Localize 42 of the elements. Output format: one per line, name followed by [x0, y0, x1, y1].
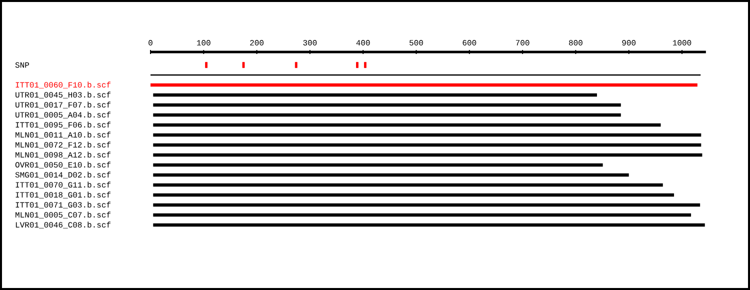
y-tick-label: SNP [15, 62, 30, 68]
x-tick-label: 400 [356, 40, 370, 46]
x-tick-label: 1000 [672, 40, 692, 46]
bar [150, 83, 698, 87]
x-tick-label: 300 [303, 40, 317, 46]
bar [153, 93, 597, 97]
y-tick-label: UTR01_0005_A04.b.scf [16, 112, 111, 118]
bar [153, 183, 663, 187]
x-tick-label: 800 [569, 40, 582, 46]
x-tick-label: 900 [622, 40, 636, 46]
bar [153, 163, 603, 167]
y-tick-label: MLN01_0098_A12.b.scf [16, 152, 111, 158]
bar [153, 203, 700, 207]
y-tick-label: ITT01_0018_G01.b.scf [16, 192, 111, 198]
y-tick-label: ITT01_0071_G03.b.scf [16, 202, 111, 208]
y-tick-label: OVR01_0050_E10.b.scf [15, 162, 111, 168]
x-tick-label: 200 [250, 40, 264, 46]
y-tick-label: SMG01_0014_D02.b.scf [15, 172, 111, 178]
x-tick-label: 500 [410, 40, 423, 46]
bar [153, 103, 621, 107]
bar [153, 123, 661, 127]
bar [153, 133, 702, 137]
x-tick-label: 600 [462, 40, 476, 46]
bar [153, 113, 621, 117]
y-tick-label: ITT01_0095_F06.b.scf [16, 122, 111, 128]
y-tick-label: MLN01_0072_F12.b.scf [16, 142, 111, 148]
y-tick-label: MLN01_0005_C07.b.scf [16, 212, 111, 218]
y-tick-label: ITT01_0070_G11.b.scf [16, 182, 111, 188]
y-tick-label: UTR01_0045_H03.b.scf [16, 92, 111, 98]
y-tick-label: LVR01_0046_C08.b.scf [16, 222, 111, 228]
y-tick-label: UTR01_0017_F07.b.scf [16, 102, 111, 108]
bar [153, 213, 692, 217]
bar [153, 153, 702, 157]
x-tick-label: 0 [148, 40, 152, 46]
bar [153, 173, 629, 177]
y-tick-label: ITT01_0060_F10.b.scf [16, 82, 111, 88]
bar [153, 223, 705, 227]
y-tick-label: MLN01_0011_A10.b.scf [16, 132, 111, 138]
x-tick-label: 700 [516, 40, 530, 46]
x-tick-label: 100 [197, 40, 210, 46]
bar [153, 193, 674, 197]
bar [153, 143, 702, 147]
